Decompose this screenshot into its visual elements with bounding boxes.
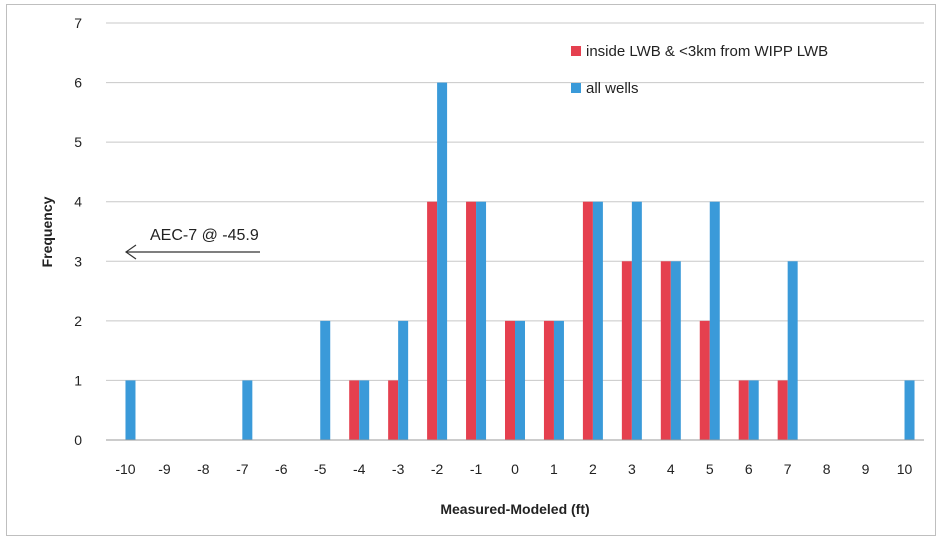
x-tick-label: 4 — [667, 461, 675, 477]
y-tick-label: 4 — [74, 194, 82, 210]
x-tick-label: 3 — [628, 461, 636, 477]
y-tick-label: 7 — [74, 15, 82, 31]
annotation-arrow-head — [124, 244, 137, 260]
x-tick-label: 1 — [550, 461, 558, 477]
x-tick-label: -7 — [236, 461, 249, 477]
bar-all-wells — [359, 380, 370, 440]
legend-swatch-all-wells — [571, 83, 581, 93]
bar-inside-lwb — [543, 320, 554, 440]
x-tick-label: 9 — [862, 461, 870, 477]
x-tick-label: 8 — [823, 461, 831, 477]
y-tick-label: 5 — [74, 134, 82, 150]
bars — [125, 82, 915, 441]
bar-inside-lwb — [388, 380, 399, 440]
bar-inside-lwb — [699, 320, 710, 440]
bar-all-wells — [592, 201, 603, 440]
x-tick-label: -6 — [275, 461, 288, 477]
x-tick-label: -3 — [392, 461, 405, 477]
annotation-text: AEC-7 @ -45.9 — [150, 227, 259, 244]
bar-inside-lwb — [505, 320, 515, 440]
x-tick-label: -10 — [115, 461, 135, 477]
y-tick-label: 0 — [74, 432, 82, 448]
bar-all-wells — [515, 320, 525, 440]
bar-all-wells — [476, 201, 487, 440]
x-tick-label: -5 — [314, 461, 327, 477]
x-tick-label: -2 — [431, 461, 444, 477]
x-tick-label: 5 — [706, 461, 714, 477]
y-tick-label: 2 — [74, 313, 82, 329]
x-tick-label: 10 — [897, 461, 913, 477]
x-tick-label: 7 — [784, 461, 792, 477]
bar-inside-lwb — [349, 380, 360, 440]
bar-inside-lwb — [660, 261, 671, 440]
bar-all-wells — [904, 380, 915, 440]
y-tick-label: 1 — [74, 372, 82, 388]
bar-all-wells — [320, 320, 331, 440]
bar-inside-lwb — [582, 201, 593, 440]
x-tick-label: 2 — [589, 461, 597, 477]
x-axis-title: Measured-Modeled (ft) — [440, 501, 589, 517]
bar-all-wells — [437, 82, 448, 441]
bar-all-wells — [709, 201, 720, 440]
legend-swatch-inside-lwb — [571, 46, 581, 56]
bar-inside-lwb — [777, 380, 788, 440]
x-tick-labels: -10 -9 -8 -7 -6 -5 -4 -3 -2 -1 0 1 2 3 4 5 6 7 8 9 10 — [115, 461, 912, 477]
bar-all-wells — [670, 261, 681, 440]
y-axis-title: Frequency — [39, 196, 55, 267]
bar-all-wells — [631, 201, 642, 440]
x-tick-label: 0 — [511, 461, 519, 477]
x-tick-label: 6 — [745, 461, 753, 477]
y-tick-label: 6 — [74, 75, 82, 91]
bar-inside-lwb — [466, 201, 477, 440]
bar-all-wells — [125, 380, 136, 440]
bar-inside-lwb — [621, 261, 632, 440]
x-tick-label: -8 — [197, 461, 210, 477]
legend: inside LWB & <3km from WIPP LWB all well… — [571, 43, 828, 97]
x-tick-label: -9 — [158, 461, 171, 477]
legend-label-all-wells: all wells — [586, 80, 639, 97]
bar-all-wells — [398, 320, 409, 440]
annotation: AEC-7 @ -45.9 — [124, 227, 260, 260]
bar-inside-lwb — [738, 380, 749, 440]
y-tick-label: 3 — [74, 253, 82, 269]
bar-all-wells — [787, 261, 798, 440]
bar-all-wells — [748, 380, 759, 440]
bar-inside-lwb — [427, 201, 438, 440]
legend-label-inside-lwb: inside LWB & <3km from WIPP LWB — [586, 43, 828, 60]
x-tick-label: -1 — [470, 461, 483, 477]
y-tick-labels: 0 1 2 3 4 5 6 7 — [74, 15, 82, 448]
x-tick-label: -4 — [353, 461, 366, 477]
bar-all-wells — [553, 320, 564, 440]
bar-all-wells — [242, 380, 253, 440]
